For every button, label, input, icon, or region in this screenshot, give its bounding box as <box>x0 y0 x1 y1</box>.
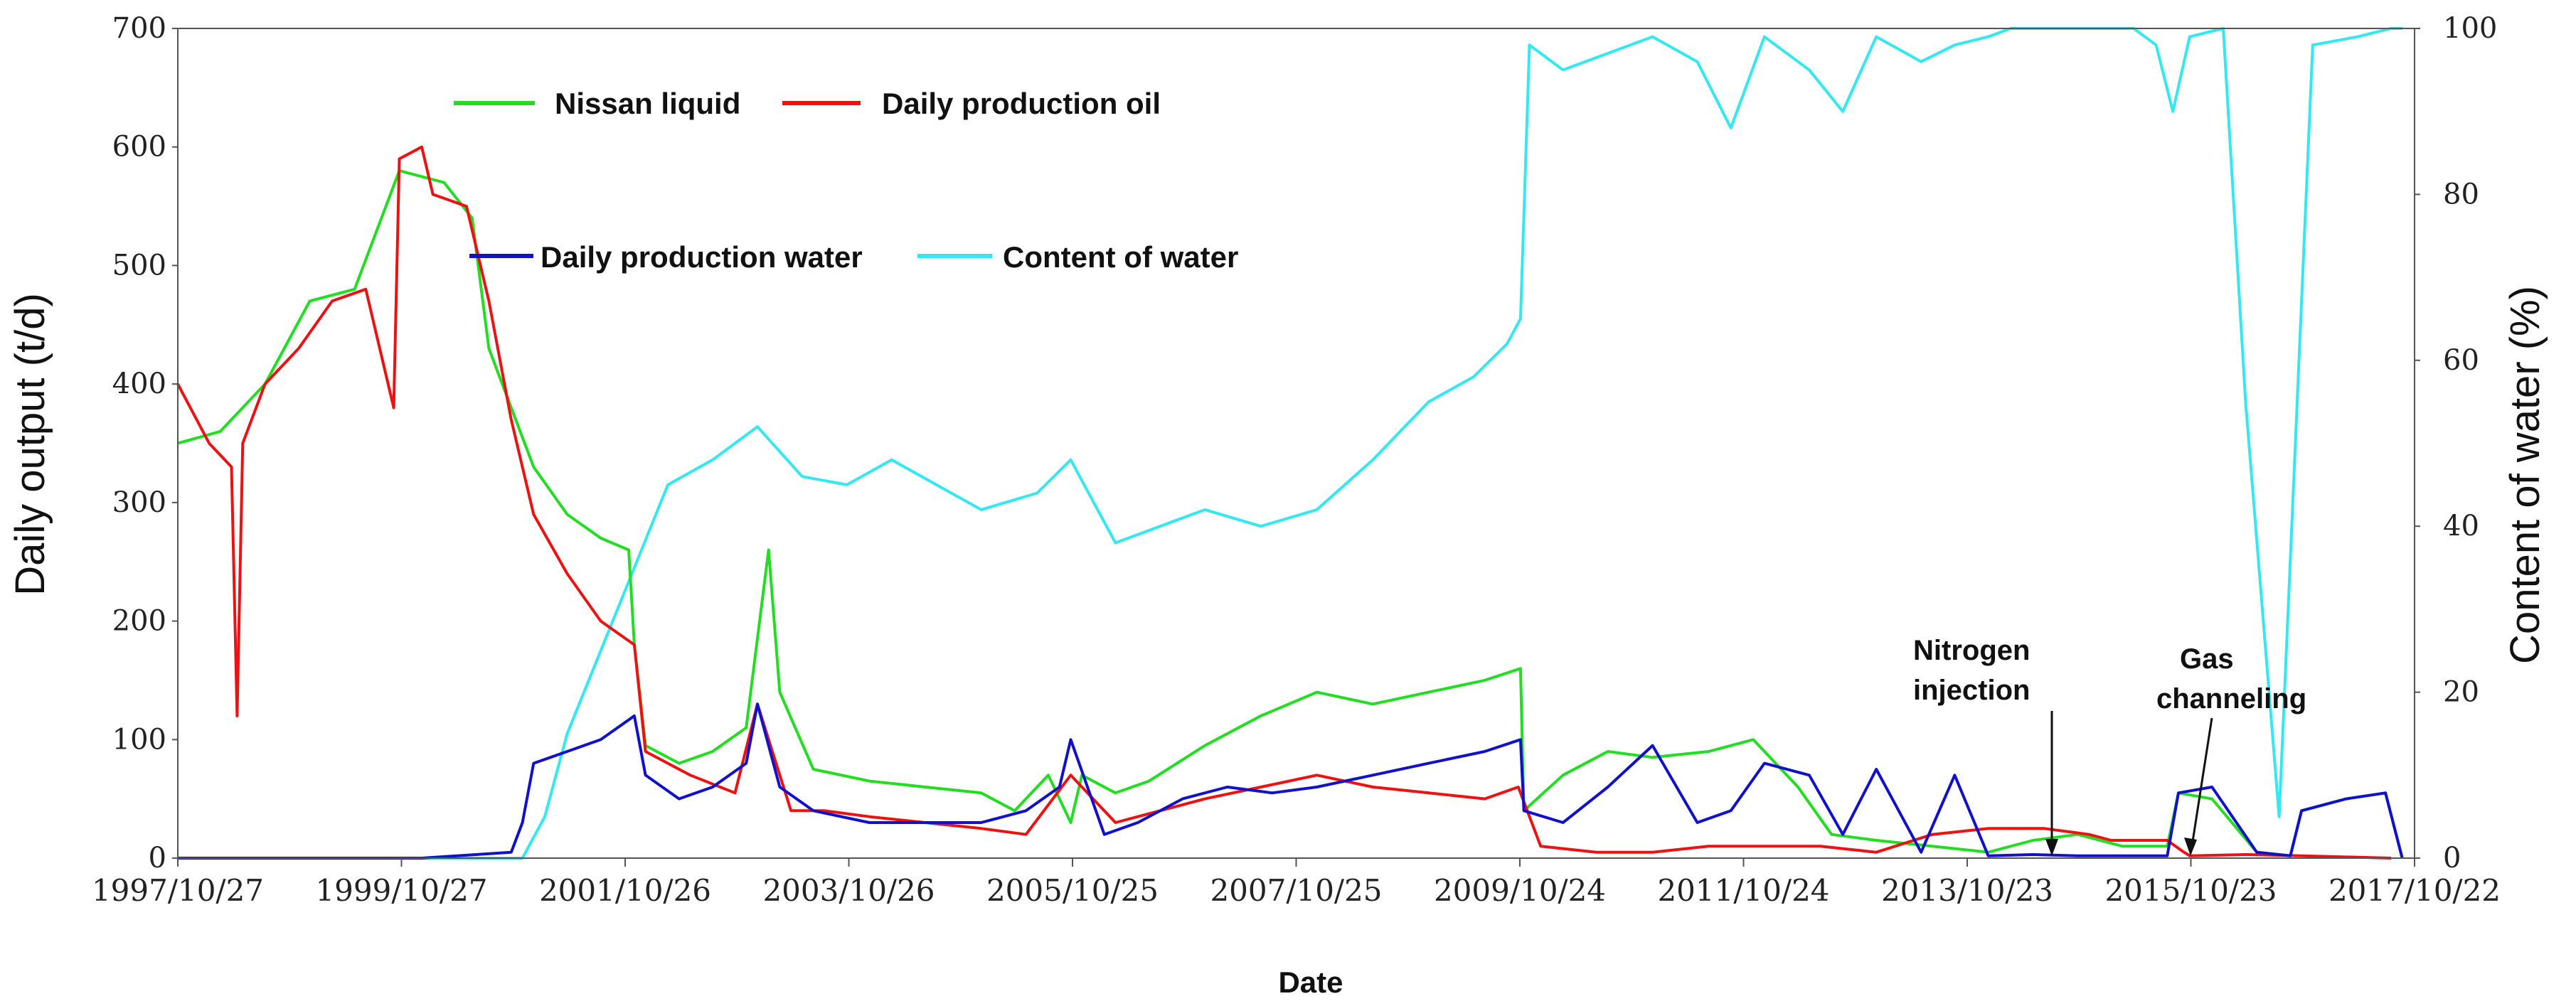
x-tick-label: 2017/10/22 <box>2328 873 2501 908</box>
y2-tick-label: 20 <box>2443 676 2479 709</box>
legend-label-content-of-water: Content of water <box>1003 240 1238 274</box>
x-tick-label: 2001/10/26 <box>539 873 711 908</box>
annotation-nitrogen-line2: injection <box>1913 675 2030 706</box>
x-tick-label: 2015/10/23 <box>2104 873 2277 908</box>
y-tick-label: 700 <box>112 12 166 45</box>
x-tick-label: 2003/10/26 <box>762 873 935 908</box>
x-tick-label: 1999/10/27 <box>315 873 487 908</box>
annotation-arrowhead <box>2045 839 2058 856</box>
annotation-nitrogen-injection: Nitrogen injection <box>1913 635 2058 856</box>
x-tick-label: 2009/10/24 <box>1434 873 1606 908</box>
x-axis-title: Date <box>1278 965 1343 999</box>
y-tick-label: 600 <box>112 131 166 164</box>
legend-label-nissan-liquid: Nissan liquid <box>555 87 740 120</box>
annotation-gas-line1: Gas <box>2180 643 2234 675</box>
annotation-nitrogen-line1: Nitrogen <box>1913 635 2030 666</box>
y-axis-title: Daily output (t/d) <box>7 293 53 596</box>
series-line-content-of-water <box>178 27 2402 860</box>
series-line-daily-production-water <box>178 702 2404 860</box>
annotations: Nitrogen injection Gas channeling <box>1913 635 2306 856</box>
y-tick-label: 200 <box>112 605 166 638</box>
annotation-gas-channeling: Gas channeling <box>2156 643 2306 856</box>
text-layer: Daily output (t/d) Content of water (%) … <box>7 286 2548 999</box>
series-layer <box>176 27 2404 860</box>
y2-tick-label: 40 <box>2443 510 2479 542</box>
y-tick-label: 300 <box>112 486 166 519</box>
x-tick-label: 2005/10/25 <box>986 873 1159 908</box>
y-tick-label: 500 <box>112 249 166 282</box>
y2-tick-label: 0 <box>2443 842 2461 874</box>
legend-label-daily-production-water: Daily production water <box>541 240 863 274</box>
x-tick-label: 2011/10/24 <box>1657 873 1829 908</box>
plot-frame <box>177 28 2415 859</box>
y2-tick-label: 100 <box>2443 12 2497 45</box>
annotation-gas-line2: channeling <box>2156 683 2306 715</box>
y2-tick-label: 60 <box>2443 344 2479 377</box>
series-line-nissan-liquid <box>177 169 2404 859</box>
axis-layer: 0 100 200 300 400 500 600 700 0 20 40 60 80 100 1997/1… <box>92 12 2501 908</box>
series-line-daily-production-oil <box>176 145 2392 860</box>
x-tick-label: 2013/10/23 <box>1881 873 2053 908</box>
legend: Nissan liquid Daily production oil Daily… <box>454 87 1238 274</box>
annotation-arrow <box>2191 717 2213 847</box>
y-tick-label: 0 <box>149 842 166 874</box>
x-tick-label: 2007/10/25 <box>1210 873 1382 908</box>
y2-tick-label: 80 <box>2443 178 2479 210</box>
x-tick-label: 1997/10/27 <box>92 873 264 908</box>
y-tick-label: 100 <box>112 723 166 756</box>
y-tick-label: 400 <box>112 368 166 400</box>
annotation-arrowhead <box>2184 838 2197 856</box>
y2-axis-title: Content of water (%) <box>2502 286 2548 664</box>
legend-label-daily-production-oil: Daily production oil <box>882 87 1161 120</box>
